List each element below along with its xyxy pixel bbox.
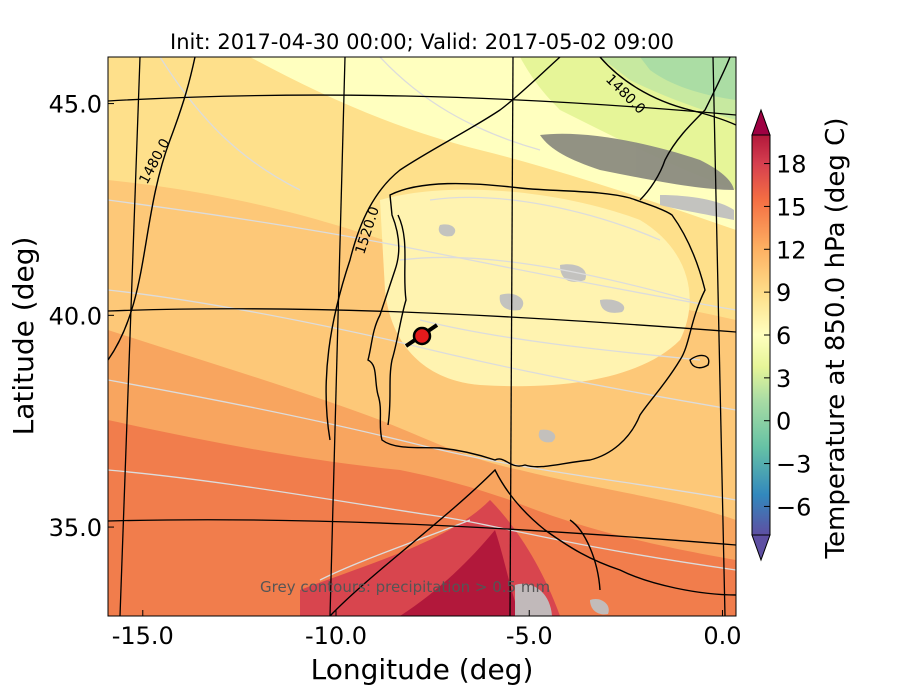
colorbar-tick-label: 15 — [776, 193, 807, 221]
y-axis-label: Latitude (deg) — [7, 237, 40, 436]
precip-se — [590, 598, 609, 615]
precip-interior-4 — [438, 224, 456, 237]
x-tick-label: -15.0 — [112, 622, 174, 650]
x-tick-label: 0.0 — [703, 622, 741, 650]
temperature-band-coldest — [640, 57, 736, 100]
colorbar-tick-label: 12 — [776, 236, 807, 264]
precip-annotation: Grey contours: precipitation > 0.5 mm — [260, 578, 550, 596]
y-axis: 35.0 40.0 45.0 Latitude (deg) — [7, 91, 114, 542]
x-axis-label: Longitude (deg) — [311, 653, 534, 686]
x-axis: -15.0 -10.0 -5.0 0.0 Longitude (deg) — [112, 610, 742, 686]
border-portugal — [387, 214, 407, 426]
chart-title: Init: 2017-04-30 00:00; Valid: 2017-05-0… — [170, 30, 674, 54]
precip-south-1 — [538, 429, 556, 443]
parallel-40 — [108, 308, 736, 333]
coastlines — [329, 57, 736, 616]
colorbar-extend-bottom — [751, 534, 771, 562]
parallel-35 — [108, 519, 736, 546]
colorbar: 18 15 12 9 6 3 0 −3 −6 Temperature at 850.0 hPa … — [751, 108, 851, 562]
graticule — [108, 57, 736, 616]
colorbar-tick-label: 9 — [776, 279, 791, 307]
meridian-m10 — [329, 57, 346, 616]
map-plot-area: 1480.0 1520.0 1480.0 Grey contours: prec… — [108, 57, 736, 616]
meridian-m15 — [119, 57, 141, 616]
height-contour-1480-west — [108, 57, 196, 361]
y-tick-label: 45.0 — [49, 91, 102, 119]
marker-dot — [412, 326, 432, 346]
y-tick-label: 40.0 — [49, 302, 102, 330]
meridian-m5 — [509, 57, 514, 616]
coast-france — [639, 57, 731, 201]
precip-pyrenees — [540, 133, 734, 190]
colorbar-extend-top — [751, 108, 771, 136]
colorbar-tick-label: −6 — [776, 493, 811, 521]
colorbar-label: Temperature at 850.0 hPa (deg C) — [821, 118, 851, 560]
precip-interior-3 — [600, 299, 625, 313]
temperature-band-warmer — [108, 420, 736, 616]
precip-north — [660, 195, 734, 220]
parallel-45 — [108, 94, 736, 116]
location-marker — [404, 323, 439, 348]
colorbar-tick-label: −3 — [776, 451, 811, 479]
temperature-band-plateau — [380, 189, 690, 387]
temperature-contours — [108, 57, 736, 581]
colorbar-tick-label: 18 — [776, 151, 807, 179]
height-contours — [108, 57, 736, 441]
map-frame — [107, 56, 737, 617]
coast-balearic — [689, 354, 710, 369]
x-tick-label: -5.0 — [506, 622, 553, 650]
coast-iberia — [367, 182, 706, 468]
border-morocco — [569, 519, 601, 591]
precip-strait — [515, 583, 552, 616]
coast-north-africa — [329, 468, 736, 616]
colorbar-tick-label: 0 — [776, 408, 791, 436]
colorbar-tick-label: 3 — [776, 365, 791, 393]
x-tick-label: -10.0 — [305, 622, 367, 650]
y-tick-label: 35.0 — [49, 514, 102, 542]
height-contour-1480-east — [599, 57, 736, 126]
height-contour-1520 — [325, 57, 561, 441]
temperature-band-hottest — [400, 530, 520, 616]
meridian-0 — [712, 57, 726, 616]
precipitation-areas — [438, 133, 734, 616]
colorbar-tick-label: 6 — [776, 322, 791, 350]
precip-interior-1 — [560, 264, 586, 282]
